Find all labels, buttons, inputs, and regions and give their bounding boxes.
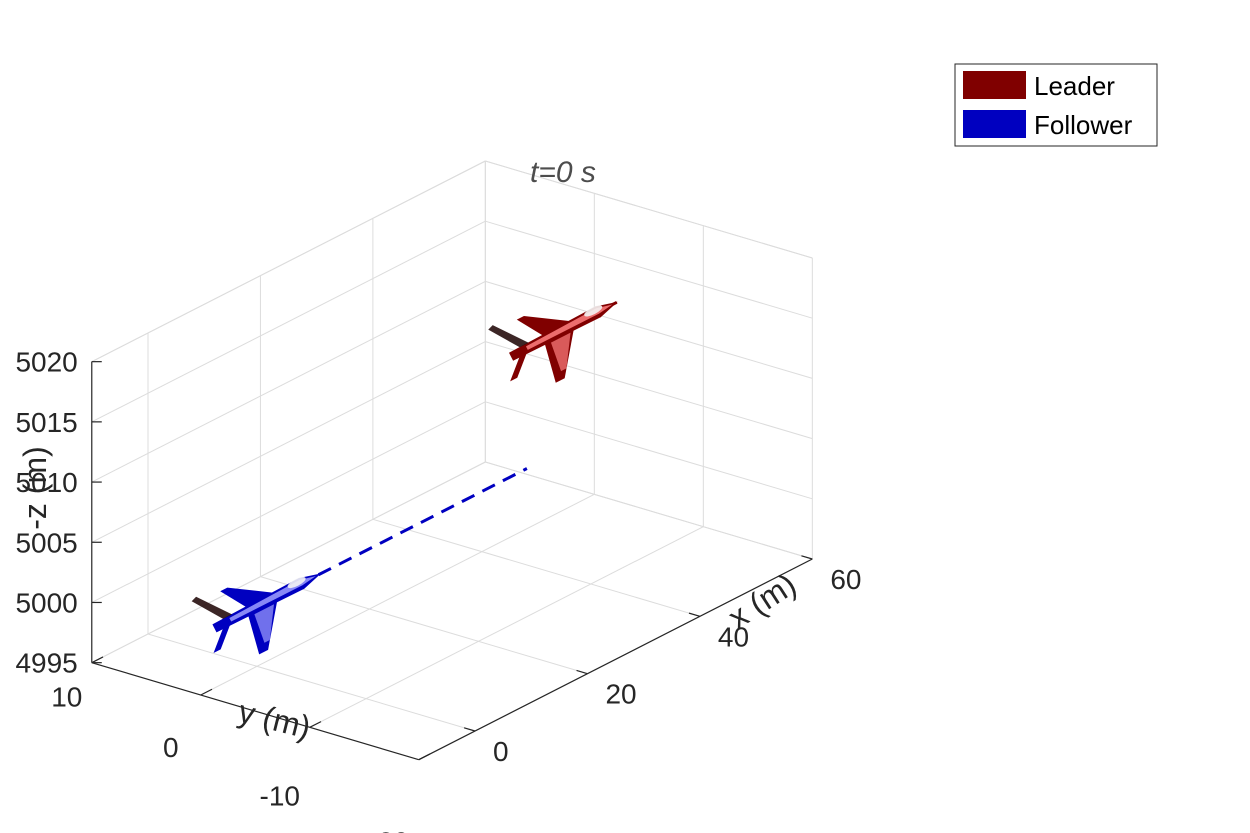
- y-axis-tick: [91, 656, 104, 664]
- x-axis-tick: [463, 727, 476, 732]
- legend-label-leader: Leader: [1034, 71, 1115, 101]
- x-tick-label: 60: [830, 564, 861, 595]
- jet-aircraft-icon: [488, 301, 618, 383]
- z-tick-label: 5015: [15, 407, 77, 438]
- x-axis-line: [418, 558, 813, 761]
- grid-line: [147, 633, 476, 732]
- grid-line: [485, 220, 813, 319]
- jet-canopy: [584, 305, 603, 317]
- z-tick-label: 5000: [15, 587, 77, 618]
- grid-line: [91, 341, 486, 543]
- legend-swatch-follower: [963, 110, 1026, 138]
- legend: Leader Follower: [954, 63, 1158, 147]
- y-axis-line: [91, 662, 419, 761]
- jet-wing: [516, 315, 570, 336]
- grid-line: [485, 341, 813, 440]
- grid-line: [372, 518, 701, 617]
- grid-line: [485, 461, 813, 560]
- grid-line: [260, 576, 588, 675]
- grid-line: [309, 526, 704, 728]
- grid-line: [485, 401, 813, 500]
- y-tick-label: 10: [51, 682, 82, 713]
- grid-line: [485, 280, 813, 379]
- axis-lines: [91, 361, 813, 761]
- x-axis-tick: [801, 555, 813, 560]
- x-tick-label: 0: [493, 736, 509, 767]
- y-tick-label: -10: [260, 780, 300, 811]
- x-tick-label: 20: [605, 679, 636, 710]
- jet-highlight: [229, 576, 316, 622]
- series-layer: [191, 300, 618, 655]
- z-tick-label: 5005: [15, 527, 77, 558]
- tick-labels: 4995 5000 5005 5010 5015 5020 10 0 -10 -20 0 20 40 60: [15, 347, 861, 833]
- y-axis-tick: [418, 753, 431, 761]
- jet-wing: [220, 587, 273, 608]
- x-axis-tick: [576, 669, 588, 675]
- jet-wing-shade: [550, 332, 571, 372]
- grid-line: [200, 493, 595, 696]
- z-tick-label: 5020: [15, 347, 77, 378]
- jet-canopy: [287, 577, 306, 589]
- grid-line: [91, 461, 486, 664]
- y-axis-label: y (m): [235, 693, 314, 746]
- z-tick-label: 4995: [15, 648, 77, 679]
- x-tick-label: 40: [718, 621, 749, 652]
- legend-swatch-leader: [963, 71, 1026, 99]
- y-tick-label: 0: [163, 732, 179, 763]
- jet-tail-plane: [510, 352, 527, 382]
- time-annotation: t=0 s: [530, 156, 596, 189]
- y-axis-tick: [309, 721, 322, 728]
- legend-label-follower: Follower: [1034, 110, 1133, 140]
- grid-line: [91, 401, 486, 603]
- grid-line: [91, 220, 486, 423]
- jet-wing-shade: [254, 604, 274, 643]
- x-axis-tick: [688, 612, 701, 617]
- grid-line: [91, 280, 486, 483]
- grid-lines: [91, 160, 813, 761]
- x-axis-label: x (m): [722, 566, 803, 636]
- grid-line: [91, 160, 486, 363]
- jet-tail-fin: [488, 325, 529, 348]
- z-axis-label: -z (m): [17, 446, 53, 530]
- y-tick-label: -20: [369, 827, 409, 833]
- grid-line: [485, 160, 813, 259]
- jet-aircraft-icon: [191, 573, 322, 655]
- jet-tail-plane: [213, 624, 231, 653]
- y-axis-tick: [200, 688, 213, 696]
- jet-tail-fin: [191, 596, 233, 619]
- z-tick-label: 5010: [15, 467, 77, 498]
- jet-highlight: [525, 304, 613, 350]
